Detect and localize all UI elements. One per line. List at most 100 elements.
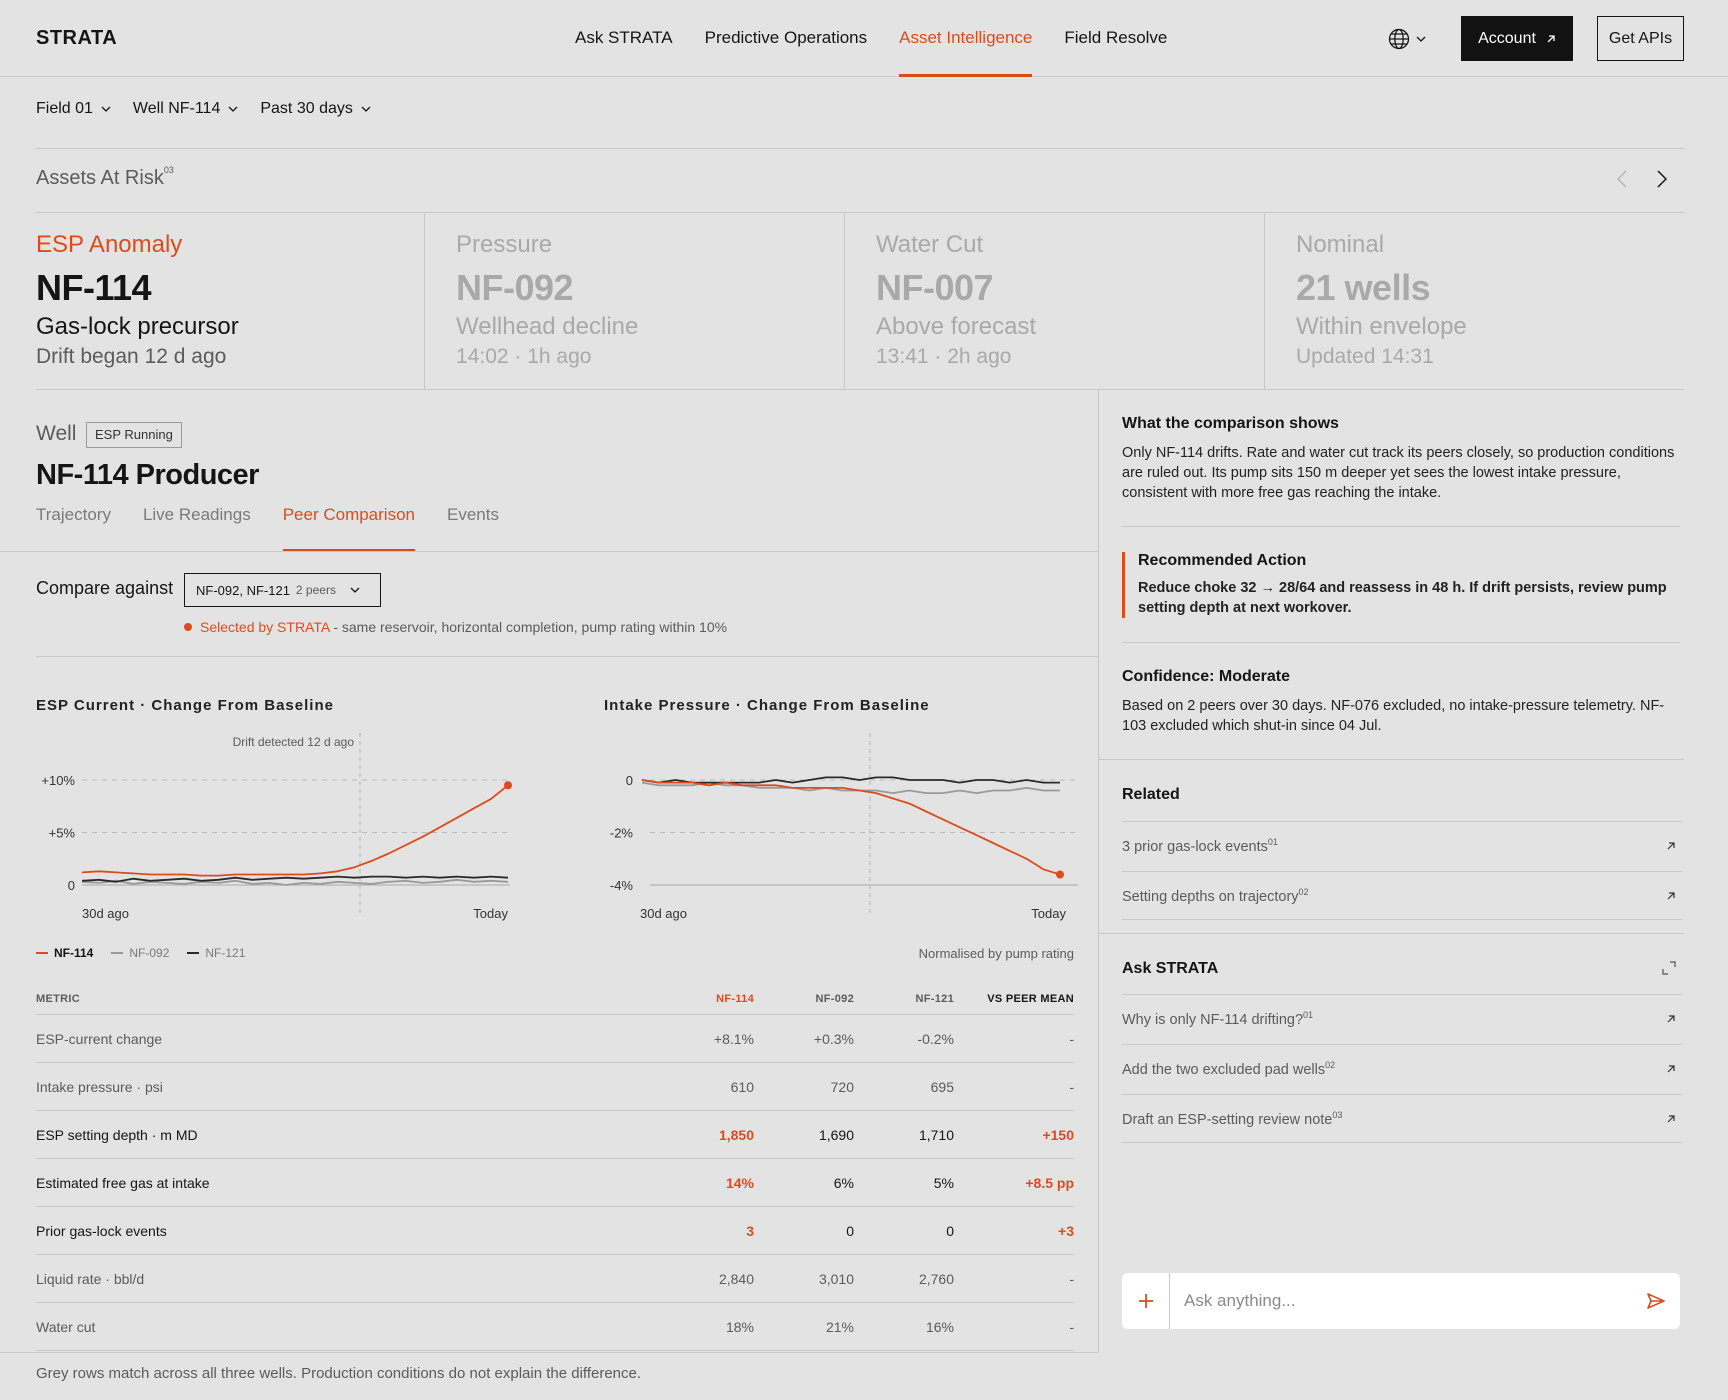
col-vs-peer: VS PEER MEAN <box>987 993 1074 1005</box>
series-line-nf-121 <box>81 875 509 883</box>
divider <box>1098 759 1684 760</box>
table-body: ESP-current change +8.1% +0.3% -0.2% - Intake… <box>36 1015 1074 1351</box>
account-button[interactable]: Account <box>1461 16 1573 61</box>
card-desc: Above forecast <box>876 313 1037 340</box>
card-id: NF-007 <box>876 267 994 308</box>
esp-current-chart: +10% +5% 0 Drift detected 12 d ago 30d ago To… <box>41 733 512 921</box>
metrics-table: METRIC NF-114 NF-092 NF-121 VS PEER MEAN… <box>36 984 1074 1351</box>
compare-value: NF-092, NF-121 <box>196 582 290 598</box>
well-filter[interactable]: Well NF-114 <box>133 100 238 118</box>
table-header: METRIC NF-114 NF-092 NF-121 VS PEER MEAN <box>36 984 1074 1015</box>
vs-peer-cell: +150 <box>1042 1126 1074 1143</box>
send-icon <box>1647 1293 1665 1309</box>
account-label: Account <box>1478 29 1536 47</box>
card-type: ESP Anomaly <box>36 231 183 258</box>
tab-peer-comparison[interactable]: Peer Comparison <box>282 505 415 551</box>
chevron-down-icon <box>361 106 371 112</box>
metric-cell: ESP setting depth · m MD <box>36 1126 198 1143</box>
nf-092-cell: 0 <box>846 1222 854 1239</box>
vs-peer-cell: - <box>1069 1078 1074 1095</box>
nav-asset-intelligence[interactable]: Asset Intelligence <box>899 0 1033 77</box>
language-selector[interactable] <box>1388 27 1432 51</box>
legend-item-nf-121: NF-121 <box>187 946 245 960</box>
assets-at-risk-title: Assets At Risk03 <box>36 165 174 190</box>
period-filter[interactable]: Past 30 days <box>260 100 371 118</box>
ask-input[interactable] <box>1170 1291 1632 1311</box>
chevron-right-icon[interactable] <box>1657 170 1667 188</box>
tab-events[interactable]: Events <box>446 505 499 524</box>
ask-strata-title: Ask STRATA <box>1122 960 1219 977</box>
ask-suggestion-label: Add the two excluded pad wells <box>1122 1061 1326 1078</box>
selected-reason: - same reservoir, horizontal completion,… <box>329 619 728 635</box>
filter-bar: Field 01 Well NF-114 Past 30 days <box>36 100 371 118</box>
chevron-left-icon[interactable] <box>1617 170 1627 188</box>
nf-121-cell: 2,760 <box>918 1270 954 1287</box>
arrow-up-right-icon <box>1547 34 1555 42</box>
chevron-down-icon <box>1416 36 1426 42</box>
confidence-title: Confidence: Moderate <box>1122 668 1291 685</box>
x-tick-label: 30d ago <box>82 906 129 921</box>
add-attachment-button[interactable] <box>1122 1273 1170 1329</box>
card-desc: Within envelope <box>1296 313 1467 340</box>
nav-field-resolve[interactable]: Field Resolve <box>1064 28 1168 47</box>
vs-peer-cell: - <box>1069 1270 1074 1287</box>
related-item[interactable]: 3 prior gas-lock events01 <box>1122 821 1682 870</box>
card-time: Updated 14:31 <box>1296 345 1434 368</box>
table-row: ESP-current change +8.1% +0.3% -0.2% - <box>36 1015 1074 1063</box>
table-row: Water cut 18% 21% 16% - <box>36 1303 1074 1351</box>
card-type: Nominal <box>1296 231 1385 258</box>
nf-114-cell: 3 <box>746 1222 754 1239</box>
arrow-up-right-icon <box>1667 1065 1675 1073</box>
legend-swatch <box>36 952 48 954</box>
logo[interactable]: STRATA <box>36 27 118 49</box>
col-metric: METRIC <box>36 993 80 1005</box>
vs-peer-cell: - <box>1069 1030 1074 1047</box>
selected-note: Selected by STRATA - same reservoir, hor… <box>184 619 727 635</box>
card-type: Pressure <box>456 231 553 258</box>
arrow-up-right-icon <box>1667 842 1675 850</box>
expand-icon[interactable] <box>1662 961 1676 975</box>
compare-label: Compare against <box>36 578 174 598</box>
send-button[interactable] <box>1632 1293 1680 1309</box>
divider <box>1122 526 1680 527</box>
nav-predictive-operations[interactable]: Predictive Operations <box>704 28 868 47</box>
asset-card-nf-114[interactable]: ESP Anomaly NF-114 Gas-lock precursor Dr… <box>36 213 424 389</box>
asset-card-nf-007[interactable]: Water Cut NF-007 Above forecast 13:41 · … <box>844 213 1264 389</box>
divider <box>1098 933 1684 934</box>
period-filter-label: Past 30 days <box>260 100 353 117</box>
nf-121-cell: 5% <box>933 1174 954 1191</box>
y-tick-label: 0 <box>68 878 75 893</box>
nf-114-cell: 18% <box>725 1318 754 1335</box>
ask-suggestion[interactable]: Draft an ESP-setting review note03 <box>1122 1094 1682 1143</box>
well-filter-label: Well NF-114 <box>132 100 221 117</box>
nf-092-cell: 21% <box>825 1318 854 1335</box>
ask-suggestion[interactable]: Add the two excluded pad wells02 <box>1122 1044 1682 1093</box>
y-tick-label: +5% <box>49 826 76 841</box>
field-filter[interactable]: Field 01 <box>36 100 111 118</box>
compare-select[interactable]: NF-092, NF-121 2 peers <box>184 573 381 607</box>
arrow-up-right-icon <box>1667 891 1675 899</box>
related-item-label: Setting depths on trajectory <box>1122 888 1299 905</box>
selected-by: Selected by STRATA <box>200 619 330 635</box>
asset-card-nominal[interactable]: Nominal 21 wells Within envelope Updated… <box>1264 213 1684 389</box>
x-tick-label: Today <box>1031 906 1066 921</box>
x-tick-label: 30d ago <box>640 906 687 921</box>
assets-title-text: Assets At Risk <box>36 167 164 189</box>
get-apis-button[interactable]: Get APIs <box>1597 16 1684 61</box>
ask-suggestion[interactable]: Why is only NF-114 drifting?01 <box>1122 994 1682 1043</box>
col-nf-121: NF-121 <box>915 993 954 1005</box>
tab-trajectory[interactable]: Trajectory <box>36 505 111 524</box>
table-row: Liquid rate · bbl/d 2,840 3,010 2,760 - <box>36 1255 1074 1303</box>
asset-card-nf-092[interactable]: Pressure NF-092 Wellhead decline 14:02 ·… <box>424 213 844 389</box>
metric-cell: Estimated free gas at intake <box>36 1174 210 1191</box>
tab-live-readings[interactable]: Live Readings <box>142 505 251 524</box>
nf-121-cell: 16% <box>925 1318 954 1335</box>
related-item[interactable]: Setting depths on trajectory02 <box>1122 871 1682 920</box>
legend-swatch <box>111 952 124 954</box>
metric-cell: Water cut <box>36 1318 96 1335</box>
legend-item-nf-092: NF-092 <box>111 946 169 960</box>
nav-ask-strata[interactable]: Ask STRATA <box>575 28 673 47</box>
y-tick-label: 0 <box>626 773 633 788</box>
vs-peer-cell: +3 <box>1058 1222 1074 1239</box>
divider <box>1122 642 1680 643</box>
